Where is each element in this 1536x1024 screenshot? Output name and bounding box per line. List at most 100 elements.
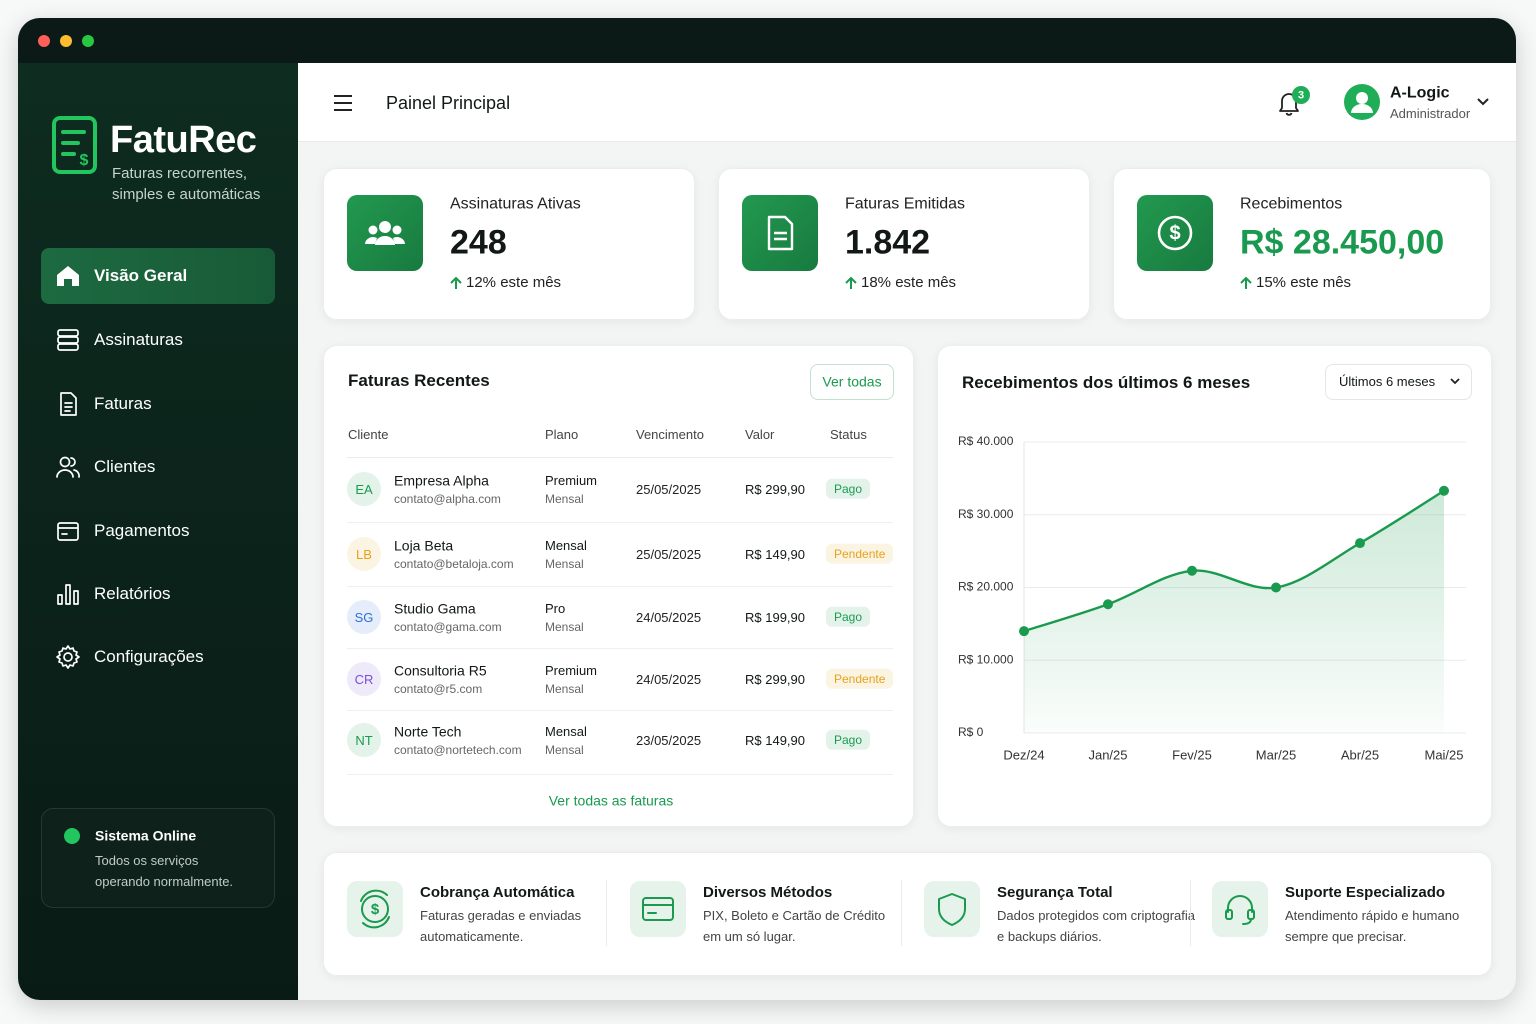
data-point	[1103, 599, 1113, 610]
status-dot	[64, 828, 80, 844]
row-avatar	[347, 723, 381, 757]
row-avatar	[347, 600, 381, 634]
x-tick-label: Fev/25	[1172, 747, 1212, 762]
nav-item[interactable]: Faturas	[94, 393, 152, 413]
row-initials: EA	[355, 482, 373, 498]
svg-text:$: $	[371, 901, 380, 918]
data-point	[1271, 582, 1281, 593]
data-point	[1187, 565, 1197, 576]
nav-icon	[57, 266, 79, 286]
sidebar	[18, 63, 298, 1000]
user-avatar[interactable]	[1344, 84, 1380, 120]
nav-item-active[interactable]	[41, 248, 275, 304]
feature-title: Suporte Especializado	[1285, 884, 1446, 901]
status-badge: Pago	[826, 729, 871, 751]
row-divider	[347, 774, 893, 775]
feature-title: Diversos Métodos	[703, 884, 833, 901]
client-name: Norte Tech	[394, 723, 462, 740]
column-header: Plano	[545, 427, 579, 443]
feature-text: Faturas geradas e enviadas	[420, 908, 582, 924]
period-chevron[interactable]	[1449, 377, 1461, 386]
status-badge: Pendente	[826, 543, 894, 565]
stat-change: 18% este mês	[861, 274, 957, 291]
user-menu-chevron[interactable]	[1476, 97, 1490, 107]
svg-text:$: $	[80, 152, 89, 169]
area-fill	[1024, 490, 1444, 733]
stat-change: 15% este mês	[1256, 274, 1352, 291]
nav-item[interactable]: Assinaturas	[94, 329, 183, 349]
minimize-button[interactable]	[60, 35, 72, 47]
user-name[interactable]: A-Logic	[1390, 84, 1450, 102]
view-all-label[interactable]: Ver todas	[822, 373, 882, 390]
plan-cycle: Mensal	[545, 619, 584, 634]
row-avatar	[347, 537, 381, 571]
feature-divider	[901, 880, 902, 946]
x-tick-label: Dez/24	[1003, 747, 1044, 762]
y-tick-label: R$ 10.000	[958, 652, 1014, 666]
due-date: 24/05/2025	[636, 672, 702, 688]
feature-text: automaticamente.	[420, 929, 524, 945]
due-date: 25/05/2025	[636, 482, 702, 498]
amount: R$ 299,90	[745, 672, 805, 688]
plan-cycle: Mensal	[545, 742, 584, 757]
y-tick-label: R$ 30.000	[958, 507, 1014, 521]
line-chart: R$ 0 R$ 10.000 R$ 20.000 R$ 30.000 R$ 40.000…	[958, 434, 1466, 762]
close-button[interactable]	[38, 35, 50, 47]
nav-icon	[57, 329, 79, 351]
nav-icon	[57, 584, 79, 605]
period-label[interactable]: Últimos 6 meses	[1339, 374, 1436, 390]
status-text: operando normalmente.	[95, 874, 234, 890]
stat-label: Assinaturas Ativas	[450, 195, 581, 213]
nav-icon	[60, 392, 77, 416]
stat-icon	[742, 195, 818, 271]
nav-item[interactable]: Pagamentos	[94, 520, 190, 540]
line	[1023, 489, 1445, 633]
feature-icon	[924, 881, 980, 937]
chart-title: Recebimentos dos últimos 6 meses	[962, 372, 1251, 392]
data-point	[1019, 626, 1029, 637]
amount: R$ 149,90	[745, 547, 805, 563]
column-header: Status	[830, 427, 867, 443]
brand-tagline: simples e automáticas	[112, 186, 261, 203]
view-all-invoices-link[interactable]: Ver todas as faturas	[548, 792, 674, 809]
feature-icon	[1212, 881, 1268, 937]
feature-icon	[630, 881, 686, 937]
status-title: Sistema Online	[95, 827, 197, 844]
row-initials: NT	[355, 733, 373, 749]
feature-text: em um só lugar.	[703, 929, 796, 945]
menu-button[interactable]	[332, 94, 354, 112]
feature-text: sempre que precisar.	[1285, 929, 1407, 945]
x-tick-label: Jan/25	[1088, 747, 1127, 762]
invoices-title: Faturas Recentes	[348, 370, 490, 390]
row-initials: CR	[354, 672, 374, 688]
period-dropdown[interactable]	[1325, 364, 1472, 400]
nav-item[interactable]: Configurações	[94, 646, 204, 666]
feature-text: e backups diários.	[997, 929, 1102, 945]
plan-name: Mensal	[545, 724, 587, 740]
row-divider	[347, 521, 893, 523]
nav-item[interactable]: Relatórios	[94, 583, 171, 603]
maximize-button[interactable]	[82, 35, 94, 47]
header-divider	[347, 457, 893, 458]
svg-text:$: $	[1169, 222, 1180, 244]
column-header: Cliente	[348, 427, 389, 443]
client-name: Empresa Alpha	[394, 472, 489, 489]
x-tick-label: Mai/25	[1424, 747, 1463, 762]
nav-item[interactable]: Clientes	[94, 456, 156, 476]
due-date: 24/05/2025	[636, 610, 702, 626]
header-bar	[298, 63, 1516, 142]
stat-change: 12% este mês	[466, 274, 562, 291]
nav-icon	[56, 645, 80, 669]
row-initials: SG	[354, 610, 374, 626]
plan-cycle: Mensal	[545, 491, 584, 506]
brand-tagline: Faturas recorrentes,	[112, 165, 248, 182]
plan-name: Premium	[545, 473, 598, 489]
stat-label: Recebimentos	[1240, 195, 1343, 213]
logo-icon: $	[52, 116, 97, 174]
client-email: contato@alpha.com	[394, 491, 501, 506]
view-all-button[interactable]	[810, 364, 894, 400]
data-point	[1355, 538, 1365, 549]
column-header: Vencimento	[636, 427, 704, 443]
nav-item[interactable]: Visão Geral	[94, 265, 188, 285]
